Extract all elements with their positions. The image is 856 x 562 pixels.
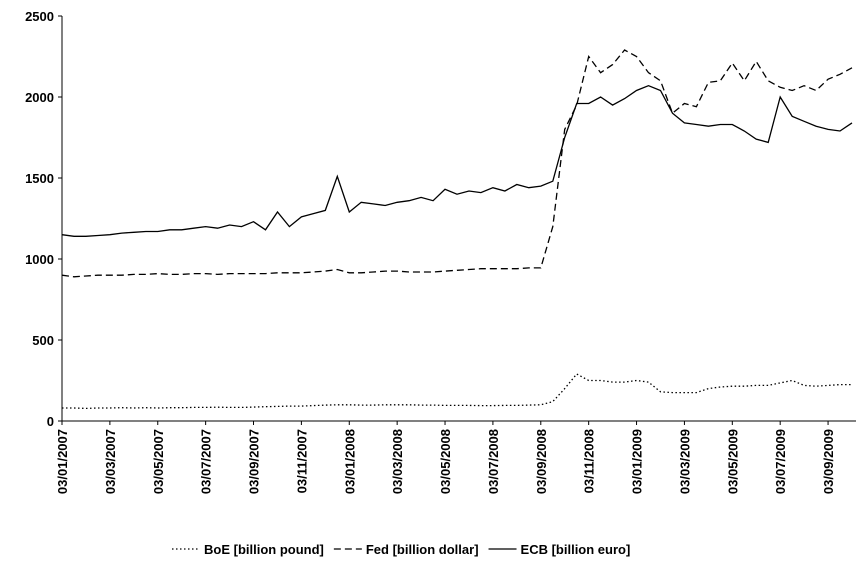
x-tick-label: 03/07/2007 [199,429,214,494]
y-tick-label: 2500 [25,9,54,24]
line-series [61,84,853,237]
x-tick-label: 03/05/2009 [725,429,740,494]
legend-label: Fed [billion dollar] [366,542,479,557]
x-tick-label: 03/07/2008 [486,429,501,494]
y-tick-label: 1500 [25,171,54,186]
y-tick-label: 0 [47,414,54,429]
x-tick-label: 03/07/2009 [773,429,788,494]
x-tick-label: 03/09/2009 [821,429,836,494]
x-tick-label: 03/01/2008 [342,429,357,494]
x-tick-label: 03/11/2008 [582,429,597,493]
x-tick-label: 03/01/2007 [55,429,70,494]
legend-label: ECB [billion euro] [521,542,631,557]
x-tick-label: 03/09/2008 [534,429,549,494]
x-tick-label: 03/01/2009 [630,429,645,494]
x-tick-label: 03/09/2007 [247,429,262,494]
x-tick-label: 03/11/2007 [294,429,309,493]
x-tick-label: 03/05/2007 [151,429,166,494]
y-tick-label: 500 [32,333,54,348]
line-series [62,373,852,410]
y-tick-label: 1000 [25,252,54,267]
x-tick-label: 03/03/2007 [103,429,118,494]
x-tick-label: 03/03/2008 [390,429,405,494]
line-series [61,49,853,278]
x-tick-label: 03/05/2008 [438,429,453,494]
x-tick-label: 03/03/2009 [677,429,692,494]
y-tick-label: 2000 [25,90,54,105]
legend-label: BoE [billion pound] [204,542,324,557]
